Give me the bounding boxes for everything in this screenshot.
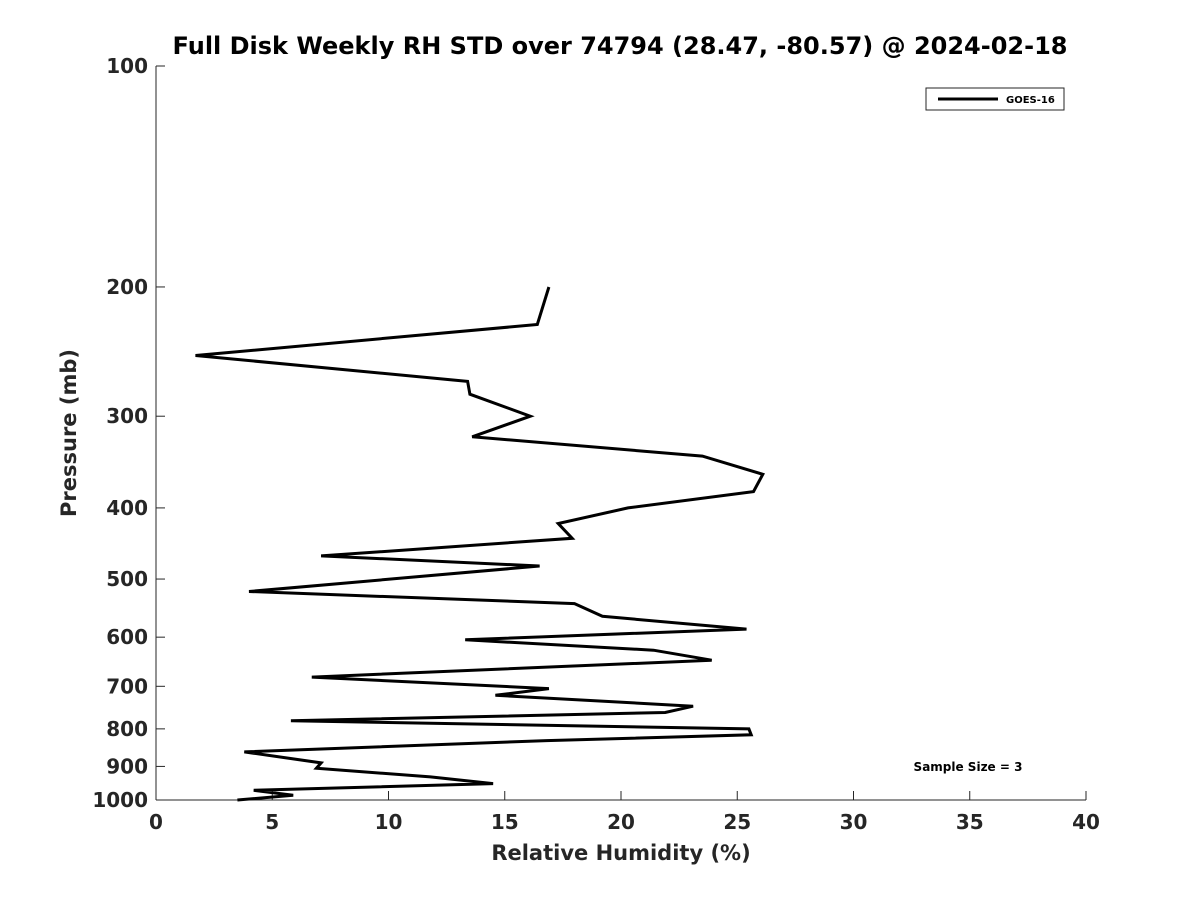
x-tick-label: 35 xyxy=(956,810,984,834)
x-tick-label: 0 xyxy=(149,810,163,834)
plot-area xyxy=(195,286,765,802)
y-tick-label: 600 xyxy=(106,625,148,649)
x-tick-label: 15 xyxy=(491,810,519,834)
legend-entry-label[interactable]: GOES-16 xyxy=(1006,95,1055,106)
legend[interactable]: GOES-16 xyxy=(925,87,1065,111)
y-tick-label: 300 xyxy=(106,404,148,428)
x-tick-label: 20 xyxy=(607,810,635,834)
axes-group: 0 5 10 15 20 25 30 35 40 100 200 300 400 500 600 700 800… xyxy=(92,54,1100,834)
x-tick-label: 25 xyxy=(723,810,751,834)
x-tick-label: 30 xyxy=(840,810,868,834)
y-tick-label: 200 xyxy=(106,275,148,299)
chart-title: Full Disk Weekly RH STD over 74794 (28.4… xyxy=(173,32,1068,60)
series-line-goes-16 xyxy=(195,286,765,802)
x-tick-label: 40 xyxy=(1072,810,1100,834)
y-tick-label: 100 xyxy=(106,54,148,78)
x-tick-label: 5 xyxy=(265,810,279,834)
x-tick-label: 10 xyxy=(375,810,403,834)
y-tick-label: 1000 xyxy=(92,788,148,812)
sample-size-annotation: Sample Size = 3 xyxy=(914,760,1023,774)
y-tick-label: 800 xyxy=(106,717,148,741)
y-tick-label: 900 xyxy=(106,754,148,778)
y-axis-label: Pressure (mb) xyxy=(57,349,81,517)
x-axis-label: Relative Humidity (%) xyxy=(491,841,750,865)
y-tick-label: 400 xyxy=(106,496,148,520)
y-tick-label: 700 xyxy=(106,674,148,698)
y-tick-label: 500 xyxy=(106,567,148,591)
